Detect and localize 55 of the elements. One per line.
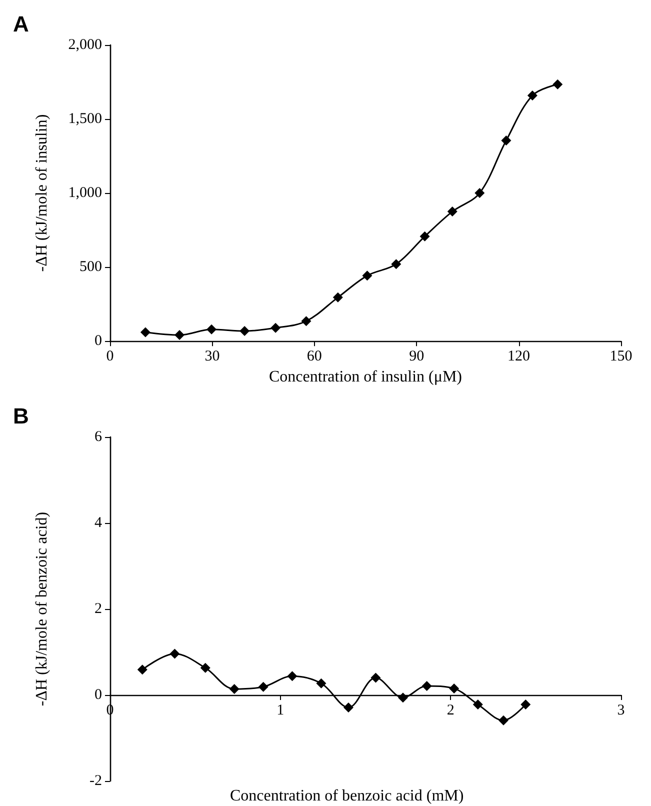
point bbox=[527, 90, 538, 100]
point bbox=[229, 684, 240, 694]
point bbox=[420, 231, 430, 242]
x-axis-title: Concentration of benzoic acid (mM) bbox=[230, 788, 464, 804]
x-tick-label: 1 bbox=[276, 702, 284, 718]
point bbox=[422, 680, 432, 691]
point bbox=[447, 206, 458, 217]
y-tick-label: 2 bbox=[94, 601, 102, 617]
x-tick-label: 30 bbox=[204, 348, 220, 365]
y-tick-label: 500 bbox=[80, 259, 102, 276]
point bbox=[449, 684, 460, 694]
point bbox=[398, 692, 408, 703]
x-tick-label: 150 bbox=[610, 348, 632, 365]
chart-title: B bbox=[13, 404, 29, 428]
y-tick-label: 4 bbox=[94, 515, 102, 531]
point bbox=[301, 316, 312, 326]
point bbox=[316, 678, 326, 688]
y-tick-label: 2,000 bbox=[68, 37, 102, 53]
point bbox=[362, 270, 372, 281]
point bbox=[287, 671, 298, 682]
point bbox=[174, 330, 184, 340]
x-tick-label: 60 bbox=[306, 348, 322, 365]
chart-title: A bbox=[13, 12, 29, 36]
point bbox=[140, 327, 150, 338]
point bbox=[498, 715, 508, 726]
point bbox=[200, 662, 210, 673]
point bbox=[391, 259, 402, 270]
x-tick-label: 0 bbox=[106, 348, 114, 365]
point bbox=[270, 322, 281, 333]
y-tick-label: 0 bbox=[94, 687, 102, 703]
y-tick-label: 1,500 bbox=[68, 111, 102, 128]
point bbox=[472, 699, 483, 710]
point bbox=[552, 79, 563, 90]
y-tick-label: -2 bbox=[90, 773, 102, 789]
y-tick-label: 1,000 bbox=[68, 185, 102, 202]
point bbox=[206, 324, 217, 334]
y-axis-title: -ΔH (kJ/mole of insulin) bbox=[34, 114, 50, 272]
y-axis-title: -ΔH (kJ/mole of benzoic acid) bbox=[34, 512, 50, 706]
point bbox=[258, 682, 268, 692]
point bbox=[370, 672, 381, 683]
point bbox=[240, 326, 250, 336]
x-tick-label: 2 bbox=[446, 702, 454, 718]
point bbox=[343, 702, 354, 712]
point bbox=[137, 664, 148, 675]
point bbox=[474, 188, 485, 198]
x-axis-title: Concentration of insulin (μM) bbox=[269, 368, 462, 386]
point bbox=[520, 699, 531, 710]
y-tick-label: 6 bbox=[94, 429, 102, 445]
x-tick-label: 120 bbox=[508, 348, 530, 365]
point bbox=[170, 648, 180, 659]
point bbox=[332, 292, 343, 302]
x-tick-label: 90 bbox=[409, 348, 424, 365]
point bbox=[501, 135, 512, 146]
x-tick-label: 3 bbox=[617, 702, 625, 718]
y-tick-label: 0 bbox=[94, 333, 102, 350]
